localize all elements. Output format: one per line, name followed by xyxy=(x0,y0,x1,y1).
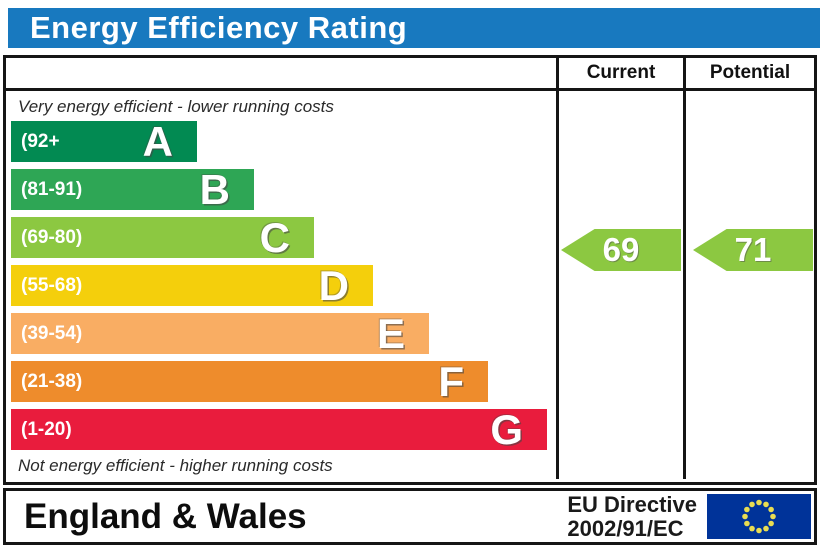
region-label: England & Wales xyxy=(24,496,307,536)
potential-rating-cell: 71 xyxy=(683,91,814,479)
bands-cell: Very energy efficient - lower running co… xyxy=(6,91,556,479)
band-letter: B xyxy=(199,165,230,213)
eu-directive-line2: 2002/91/EC xyxy=(567,515,684,541)
current-rating-value: 69 xyxy=(602,231,640,268)
page-title: Energy Efficiency Rating xyxy=(30,10,408,45)
eu-flag-stars xyxy=(742,499,776,534)
band-letter: C xyxy=(259,213,290,261)
band-row-f: (21-38) F xyxy=(11,357,488,405)
band-range-label: (55-68) xyxy=(21,274,83,296)
potential-column-header: Potential xyxy=(683,58,814,88)
band-letter: A xyxy=(142,117,173,165)
epc-chart-table: Current Potential Very energy efficient … xyxy=(3,55,817,485)
bands-container: (92+ A (81-91) B (69-80) C (55-68) D (39-54) E (21… xyxy=(11,117,547,457)
current-column-header: Current xyxy=(556,58,683,88)
band-letter: F xyxy=(438,357,464,405)
band-row-c: (69-80) C xyxy=(11,213,314,261)
chart-body-row: Very energy efficient - lower running co… xyxy=(6,91,814,479)
band-letter: E xyxy=(376,309,405,357)
eu-directive-line1: EU Directive xyxy=(567,491,697,517)
chart-header-spacer xyxy=(6,58,556,88)
potential-rating-arrow: 71 xyxy=(693,229,813,271)
potential-rating-value: 71 xyxy=(734,231,772,268)
eu-flag-icon xyxy=(707,494,811,539)
footer-bar: England & Wales EU Directive 2002/91/EC xyxy=(3,488,817,545)
column-header-row: Current Potential xyxy=(6,58,814,91)
band-range-label: (21-38) xyxy=(21,370,83,392)
current-rating-arrow: 69 xyxy=(561,229,681,271)
caption-very-efficient: Very energy efficient - lower running co… xyxy=(18,97,334,116)
band-range-label: (81-91) xyxy=(21,178,83,200)
band-range-label: (69-80) xyxy=(21,226,83,248)
band-range-label: (1-20) xyxy=(21,418,72,440)
band-row-e: (39-54) E xyxy=(11,309,429,357)
band-letter: D xyxy=(318,261,349,309)
band-row-d: (55-68) D xyxy=(11,261,373,309)
caption-not-efficient: Not energy efficient - higher running co… xyxy=(18,456,333,475)
title-bar: Energy Efficiency Rating xyxy=(8,8,820,48)
band-row-g: (1-20) G xyxy=(11,405,547,453)
band-row-a: (92+ A xyxy=(11,117,197,165)
band-range-label: (92+ xyxy=(21,130,60,152)
band-range-label: (39-54) xyxy=(21,322,83,344)
band-letter: G xyxy=(490,405,523,453)
eu-directive-label: EU Directive 2002/91/EC xyxy=(567,491,697,541)
current-rating-cell: 69 xyxy=(556,91,683,479)
band-row-b: (81-91) B xyxy=(11,165,254,213)
